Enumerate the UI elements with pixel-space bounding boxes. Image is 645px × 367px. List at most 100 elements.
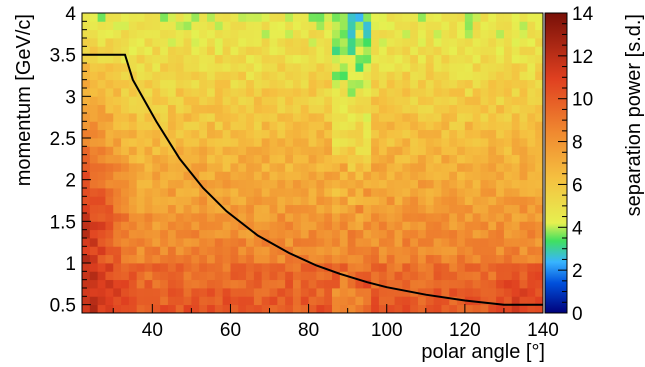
heatmap-cell <box>371 163 380 172</box>
heatmap-cell <box>89 171 99 181</box>
heatmap-cell <box>441 204 450 214</box>
heatmap-cell <box>503 54 513 64</box>
heatmap-cell <box>402 46 411 56</box>
heatmap-cell <box>113 146 122 156</box>
heatmap-cell <box>410 121 419 131</box>
heatmap-cell <box>128 13 138 22</box>
heatmap-cell <box>222 104 231 114</box>
heatmap-cell <box>222 129 231 139</box>
heatmap-cell <box>503 96 513 106</box>
heatmap-cell <box>269 263 278 272</box>
heatmap-cell <box>308 263 317 272</box>
heatmap-cell <box>238 296 247 306</box>
heatmap-cell <box>425 288 435 297</box>
heatmap-cell <box>449 263 458 272</box>
heatmap-cell <box>503 113 513 122</box>
heatmap-cell <box>386 246 395 256</box>
heatmap-cell <box>277 263 286 272</box>
heatmap-cell <box>113 254 122 264</box>
heatmap-cell <box>339 38 349 47</box>
heatmap-cell <box>144 238 153 247</box>
heatmap-cell <box>246 63 255 72</box>
heatmap-cell <box>371 288 380 297</box>
heatmap-cell <box>464 229 474 239</box>
heatmap-cell <box>136 54 145 64</box>
heatmap-cell <box>519 271 528 281</box>
heatmap-cell <box>261 296 270 306</box>
heatmap-cell <box>105 138 114 147</box>
heatmap-cell <box>292 146 302 156</box>
heatmap-cell <box>183 171 192 181</box>
heatmap-cell <box>355 13 364 22</box>
heatmap-cell <box>82 279 91 289</box>
heatmap-cell <box>277 21 286 31</box>
heatmap-cell <box>378 121 388 131</box>
heatmap-cell <box>191 79 200 89</box>
heatmap-cell <box>371 104 380 114</box>
heatmap-cell <box>175 254 184 264</box>
heatmap-cell <box>433 154 442 164</box>
heatmap-cell <box>207 171 216 181</box>
heatmap-cell <box>457 96 466 106</box>
heatmap-cell <box>152 21 161 31</box>
heatmap-cell <box>363 46 372 56</box>
heatmap-cell <box>238 238 247 247</box>
heatmap-cell <box>97 29 106 39</box>
heatmap-cell <box>191 296 200 306</box>
heatmap-cell <box>449 104 458 114</box>
heatmap-cell <box>152 121 161 131</box>
heatmap-cell <box>238 304 247 314</box>
heatmap-cell <box>269 121 278 131</box>
heatmap-cell <box>410 63 419 72</box>
heatmap-cell <box>152 213 161 222</box>
heatmap-cell <box>199 188 208 197</box>
heatmap-cell <box>97 129 106 139</box>
heatmap-cell <box>339 238 349 247</box>
heatmap-cell <box>347 229 356 239</box>
heatmap-cell <box>355 29 364 39</box>
heatmap-cell <box>167 296 177 306</box>
heatmap-cell <box>503 271 513 281</box>
heatmap-cell <box>457 129 466 139</box>
heatmap-cell <box>253 171 263 181</box>
heatmap-cell <box>230 246 239 256</box>
heatmap-cell <box>253 246 263 256</box>
heatmap-cell <box>511 163 520 172</box>
heatmap-cell <box>199 121 208 131</box>
heatmap-cell <box>183 29 192 39</box>
heatmap-cell <box>230 154 239 164</box>
heatmap-cell <box>136 179 145 189</box>
heatmap-cell <box>535 79 544 89</box>
heatmap-cell <box>207 279 216 289</box>
heatmap-cell <box>144 304 153 314</box>
heatmap-cell <box>386 271 395 281</box>
heatmap-cell <box>519 238 528 247</box>
heatmap-cell <box>167 213 177 222</box>
heatmap-cell <box>308 129 317 139</box>
heatmap-cell <box>503 279 513 289</box>
heatmap-cell <box>511 154 520 164</box>
heatmap-cell <box>285 79 294 89</box>
heatmap-cell <box>128 304 138 314</box>
heatmap-cell <box>285 254 294 264</box>
heatmap-cell <box>480 238 489 247</box>
heatmap-cell <box>425 171 435 181</box>
heatmap-cell <box>105 13 114 22</box>
heatmap-cell <box>167 163 177 172</box>
heatmap-cell <box>300 138 309 147</box>
heatmap-cell <box>199 38 208 47</box>
heatmap-cell <box>183 46 192 56</box>
heatmap-cell <box>89 104 99 114</box>
heatmap-cell <box>253 304 263 314</box>
heatmap-cell <box>222 254 231 264</box>
heatmap-cell <box>386 54 395 64</box>
heatmap-cell <box>527 146 536 156</box>
heatmap-cell <box>292 271 302 281</box>
heatmap-cell <box>324 263 333 272</box>
heatmap-cell <box>261 304 270 314</box>
heatmap-cell <box>277 96 286 106</box>
heatmap-cell <box>191 221 200 231</box>
heatmap-cell <box>300 54 309 64</box>
heatmap-cell <box>527 129 536 139</box>
heatmap-cell <box>105 96 114 106</box>
